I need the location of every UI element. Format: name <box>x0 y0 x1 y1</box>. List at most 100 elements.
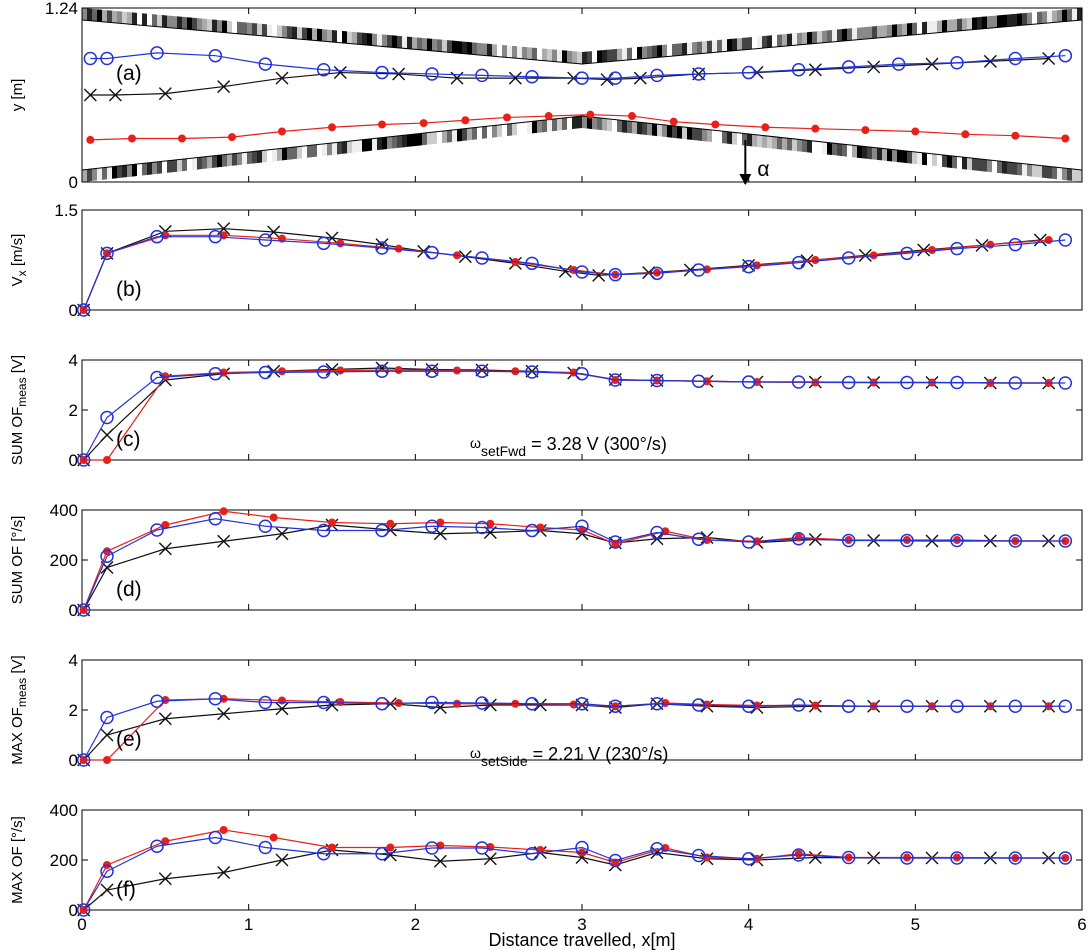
y-tick-label: 0 <box>69 451 78 470</box>
y-tick-label: 4 <box>69 651 78 670</box>
data-point <box>1058 376 1073 390</box>
data-point <box>386 519 395 528</box>
panel-a: α 0 1.24 y [m] (a) <box>9 0 1083 192</box>
data-point <box>841 251 856 265</box>
data-point <box>650 842 664 856</box>
data-point <box>336 239 345 248</box>
data-point <box>741 699 756 713</box>
y-tick-label: 2 <box>69 701 78 720</box>
data-point <box>325 363 339 376</box>
panel-b: 0 1.5 Vx [m/s] (b) <box>9 201 1083 320</box>
data-point <box>453 699 461 708</box>
data-point <box>525 256 539 271</box>
data-point <box>100 883 114 897</box>
data-point <box>741 259 756 274</box>
data-point <box>575 367 589 381</box>
data-point <box>316 523 331 538</box>
data-point <box>608 535 623 549</box>
data-point <box>867 60 881 74</box>
y-tick-label: 1.5 <box>54 201 78 220</box>
data-point <box>791 255 806 270</box>
data-point <box>1011 131 1020 140</box>
x-tick-label: 3 <box>577 915 586 934</box>
data-point <box>1042 52 1056 66</box>
data-point <box>150 523 164 537</box>
data-point <box>100 864 114 878</box>
data-point <box>691 263 706 277</box>
data-point <box>1058 534 1073 548</box>
data-point <box>219 826 228 834</box>
data-point <box>503 113 511 122</box>
panel-label: (d) <box>116 578 142 601</box>
data-point <box>525 847 539 861</box>
y-axis-label: Vx [m/s] <box>9 234 29 287</box>
data-point <box>425 695 439 710</box>
data-point <box>103 547 111 556</box>
data-point <box>258 695 273 710</box>
data-point <box>841 699 856 713</box>
data-point <box>475 520 489 535</box>
data-point <box>900 533 914 548</box>
data-point <box>533 698 547 712</box>
bottom-wall-edge <box>81 115 1083 171</box>
data-point <box>586 110 595 119</box>
data-point <box>83 88 97 102</box>
data-point <box>650 373 664 388</box>
data-point <box>103 456 111 464</box>
data-point <box>691 848 706 863</box>
top-wall-texture <box>82 8 1082 64</box>
data-point <box>316 847 331 861</box>
data-point <box>911 127 920 136</box>
data-point <box>100 549 114 563</box>
data-point <box>1061 134 1070 143</box>
data-point <box>219 507 228 516</box>
data-point <box>328 123 336 132</box>
data-point <box>791 532 806 546</box>
data-point <box>375 523 389 538</box>
data-point <box>950 375 964 390</box>
data-point <box>258 233 273 247</box>
data-point <box>841 60 856 74</box>
data-point <box>158 542 172 556</box>
data-point <box>841 850 856 865</box>
data-point <box>208 48 223 63</box>
data-point <box>811 256 820 264</box>
data-point <box>258 840 273 855</box>
x-tick-label: 6 <box>1077 915 1086 934</box>
data-point <box>158 712 172 726</box>
data-point <box>917 243 931 257</box>
data-point <box>544 112 553 121</box>
data-point <box>575 71 589 85</box>
series-line-blue <box>90 52 1066 79</box>
data-point <box>150 370 164 385</box>
axes-box <box>81 509 1083 611</box>
data-point <box>100 728 114 742</box>
data-point <box>275 71 289 85</box>
data-point <box>100 428 114 442</box>
data-point <box>386 843 395 852</box>
data-point <box>76 603 91 617</box>
x-axis-label: Distance travelled, x[m] <box>488 930 675 950</box>
data-point <box>108 88 122 102</box>
data-point <box>83 51 98 66</box>
data-point <box>383 848 397 862</box>
data-point <box>900 699 914 713</box>
data-point <box>433 854 447 868</box>
threshold-annotation: ωsetFwd = 3.28 V (300°/s) <box>470 434 667 459</box>
data-point <box>269 833 278 842</box>
data-point <box>525 365 539 379</box>
data-point <box>158 872 172 886</box>
data-point <box>900 851 914 865</box>
data-point <box>161 521 170 529</box>
series-line-red <box>90 114 1066 141</box>
data-point <box>375 364 389 378</box>
data-point <box>578 848 586 857</box>
data-point <box>1058 48 1073 63</box>
data-point <box>208 512 223 526</box>
data-point <box>228 133 236 142</box>
data-point <box>900 246 914 261</box>
data-point <box>208 830 223 845</box>
data-point <box>808 63 822 77</box>
data-point <box>1058 699 1073 713</box>
